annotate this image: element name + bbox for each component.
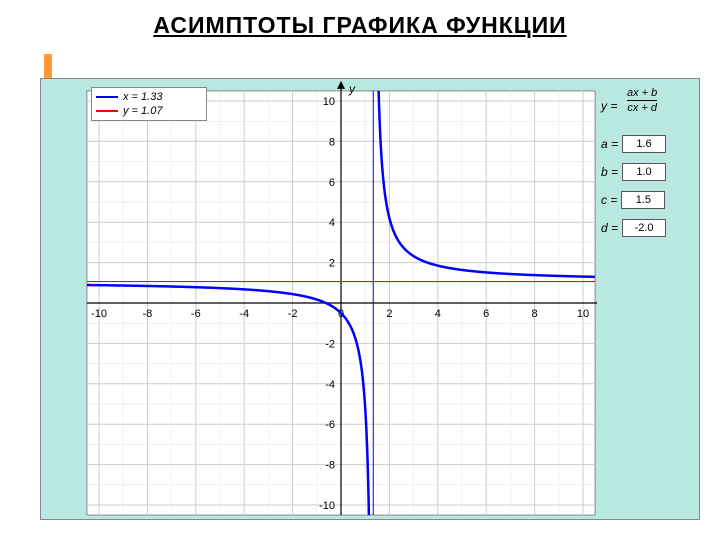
legend-label: y = 1.07 [123, 105, 162, 117]
page-title: АСИМПТОТЫ ГРАФИКА ФУНКЦИИ [0, 12, 720, 39]
svg-text:-6: -6 [325, 419, 335, 431]
param-a-input[interactable] [622, 135, 666, 153]
svg-text:-2: -2 [288, 308, 298, 320]
parameters-panel: y = ax + b cx + d a = b = c = d = [599, 79, 699, 519]
param-d-input[interactable] [622, 219, 666, 237]
svg-text:-10: -10 [319, 500, 335, 512]
fraction-bar [627, 100, 657, 101]
svg-text:-8: -8 [325, 460, 335, 472]
svg-text:2: 2 [386, 308, 392, 320]
legend-item: x = 1.33 [96, 90, 202, 104]
main-panel: -10-8-6-4-20246810-10-8-6-4-2246810xy x … [40, 78, 700, 520]
formula-fraction: ax + b cx + d [627, 87, 657, 114]
svg-text:4: 4 [435, 308, 441, 320]
legend-swatch [96, 96, 118, 98]
param-c-input[interactable] [621, 191, 665, 209]
param-label: d = [601, 221, 618, 235]
param-row-d: d = [601, 219, 666, 237]
param-label: b = [601, 165, 618, 179]
param-b-input[interactable] [622, 163, 666, 181]
svg-text:8: 8 [329, 136, 335, 148]
svg-text:10: 10 [577, 308, 589, 320]
svg-text:-2: -2 [325, 338, 335, 350]
param-label: c = [601, 193, 617, 207]
param-label: a = [601, 137, 618, 151]
svg-text:-4: -4 [325, 379, 335, 391]
svg-text:2: 2 [329, 258, 335, 270]
param-row-c: c = [601, 191, 665, 209]
formula-lhs: y = [601, 99, 617, 113]
svg-text:10: 10 [323, 96, 335, 108]
accent-block [44, 54, 52, 80]
svg-text:-6: -6 [191, 308, 201, 320]
svg-text:8: 8 [532, 308, 538, 320]
svg-text:y: y [348, 82, 356, 96]
param-row-b: b = [601, 163, 666, 181]
svg-text:-10: -10 [91, 308, 107, 320]
formula-denominator: cx + d [627, 102, 657, 114]
svg-text:-4: -4 [239, 308, 249, 320]
svg-text:-8: -8 [143, 308, 153, 320]
legend-label: x = 1.33 [123, 91, 162, 103]
legend-box: x = 1.33 y = 1.07 [91, 87, 207, 121]
formula-numerator: ax + b [627, 87, 657, 99]
svg-text:4: 4 [329, 217, 335, 229]
function-plot: -10-8-6-4-20246810-10-8-6-4-2246810xy [55, 79, 597, 519]
svg-text:6: 6 [329, 177, 335, 189]
legend-item: y = 1.07 [96, 104, 202, 118]
legend-swatch [96, 110, 118, 112]
chart-area: -10-8-6-4-20246810-10-8-6-4-2246810xy x … [55, 79, 597, 519]
svg-text:6: 6 [483, 308, 489, 320]
param-row-a: a = [601, 135, 666, 153]
